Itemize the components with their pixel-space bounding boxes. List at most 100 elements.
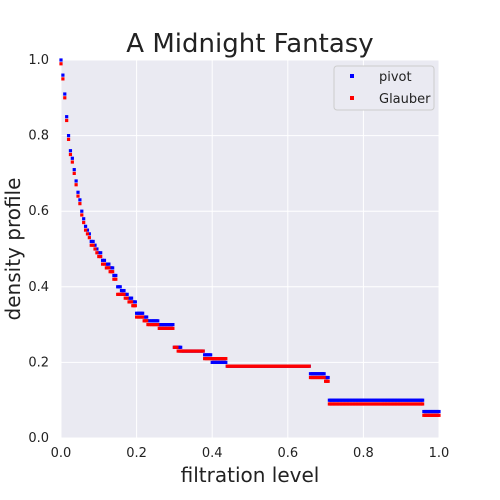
point-glauber [112, 277, 116, 281]
point-pivot [421, 398, 425, 402]
point-glauber [70, 160, 74, 164]
point-pivot [74, 179, 78, 183]
point-pivot [78, 198, 82, 202]
point-glauber [74, 183, 78, 187]
point-glauber [201, 349, 205, 353]
point-pivot [80, 209, 84, 213]
y-axis-label: density profile [1, 178, 25, 321]
point-glauber [129, 300, 134, 304]
point-pivot [437, 409, 441, 414]
point-pivot [125, 292, 129, 296]
point-pivot [89, 239, 93, 244]
y-tick-label: 0.0 [28, 431, 49, 446]
point-pivot [82, 217, 86, 221]
point-pivot [326, 375, 330, 380]
y-tick-label: 0.2 [28, 355, 49, 370]
point-glauber [111, 270, 115, 274]
point-glauber [83, 228, 88, 232]
legend-label-glauber: Glauber [379, 92, 431, 107]
point-glauber [87, 236, 91, 240]
x-tick-label: 0.0 [51, 446, 72, 461]
data-points [59, 58, 441, 417]
point-glauber [148, 323, 152, 327]
point-pivot [122, 288, 126, 293]
legend: pivot Glauber [333, 65, 435, 111]
point-glauber [322, 375, 326, 380]
point-glauber [156, 323, 160, 327]
point-pivot [102, 258, 107, 262]
point-pivot [171, 323, 175, 327]
point-glauber [171, 326, 175, 330]
point-glauber [122, 292, 126, 296]
point-pivot [145, 315, 149, 319]
point-pivot [97, 251, 101, 255]
point-glauber [141, 315, 145, 319]
point-glauber [78, 202, 82, 206]
point-pivot [85, 228, 90, 232]
x-tick-label: 0.2 [126, 446, 147, 461]
point-glauber [421, 402, 425, 406]
point-pivot [63, 92, 67, 96]
plot-background [61, 60, 439, 438]
point-glauber [82, 220, 86, 225]
x-tick-label: 1.0 [429, 446, 450, 461]
point-pivot [95, 247, 99, 251]
chart-title: A Midnight Fantasy [126, 29, 373, 59]
point-pivot [70, 156, 74, 160]
point-glauber [80, 213, 84, 217]
point-pivot [68, 149, 73, 153]
point-glauber [61, 77, 65, 81]
point-pivot [114, 273, 118, 278]
point-pivot [141, 311, 145, 315]
y-tick-labels: 0.0 0.2 0.4 0.6 0.8 1.0 [28, 53, 49, 446]
point-glauber [100, 262, 105, 266]
x-tick-labels: 0.0 0.2 0.4 0.6 0.8 1.0 [51, 446, 450, 461]
point-glauber [326, 379, 330, 383]
point-glauber [99, 254, 103, 259]
point-pivot [133, 300, 137, 304]
point-glauber [175, 345, 179, 349]
legend-label-pivot: pivot [379, 70, 412, 85]
point-pivot [87, 232, 91, 236]
point-pivot [111, 266, 115, 270]
point-glauber [72, 171, 76, 175]
point-pivot [66, 134, 71, 138]
point-pivot [148, 319, 152, 323]
legend-marker-glauber [350, 96, 354, 100]
point-glauber [89, 243, 93, 247]
point-glauber [146, 323, 150, 327]
legend-marker-pivot [350, 74, 354, 78]
point-glauber [91, 243, 95, 247]
point-pivot [93, 243, 97, 247]
point-pivot [118, 285, 122, 289]
legend-box [333, 65, 435, 111]
point-pivot [61, 73, 65, 77]
point-pivot [322, 372, 326, 376]
point-glauber [224, 357, 228, 361]
x-axis-label: filtration level [181, 463, 320, 487]
point-pivot [209, 353, 213, 357]
point-pivot [99, 251, 103, 255]
grid-lines [60, 59, 440, 439]
y-tick-label: 0.8 [28, 129, 49, 144]
point-glauber [437, 413, 441, 417]
point-pivot [112, 273, 116, 278]
point-pivot [129, 296, 134, 300]
point-pivot [100, 258, 105, 262]
point-glauber [97, 254, 101, 259]
point-pivot [156, 319, 160, 323]
y-tick-label: 1.0 [28, 53, 49, 68]
point-glauber [307, 364, 311, 368]
point-glauber [65, 118, 69, 123]
point-pivot [179, 345, 183, 349]
point-glauber [63, 96, 67, 100]
x-tick-label: 0.8 [353, 446, 374, 461]
point-glauber [145, 319, 149, 323]
x-tick-label: 0.4 [202, 446, 223, 461]
y-tick-label: 0.6 [28, 204, 49, 219]
point-glauber [95, 251, 99, 255]
point-glauber [133, 304, 137, 308]
point-glauber [85, 232, 90, 236]
point-glauber [123, 296, 127, 300]
